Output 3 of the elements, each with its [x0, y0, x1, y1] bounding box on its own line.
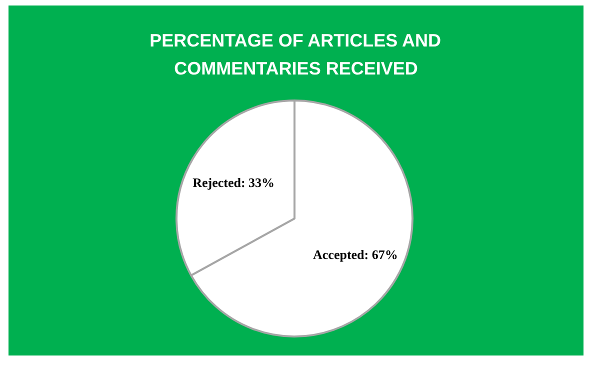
slice-label: Rejected: 33% [192, 174, 275, 190]
slice-label: Accepted: 67% [313, 247, 398, 262]
chart-title: PERCENTAGE OF ARTICLES AND COMMENTARIES RECEIVED [150, 30, 442, 78]
